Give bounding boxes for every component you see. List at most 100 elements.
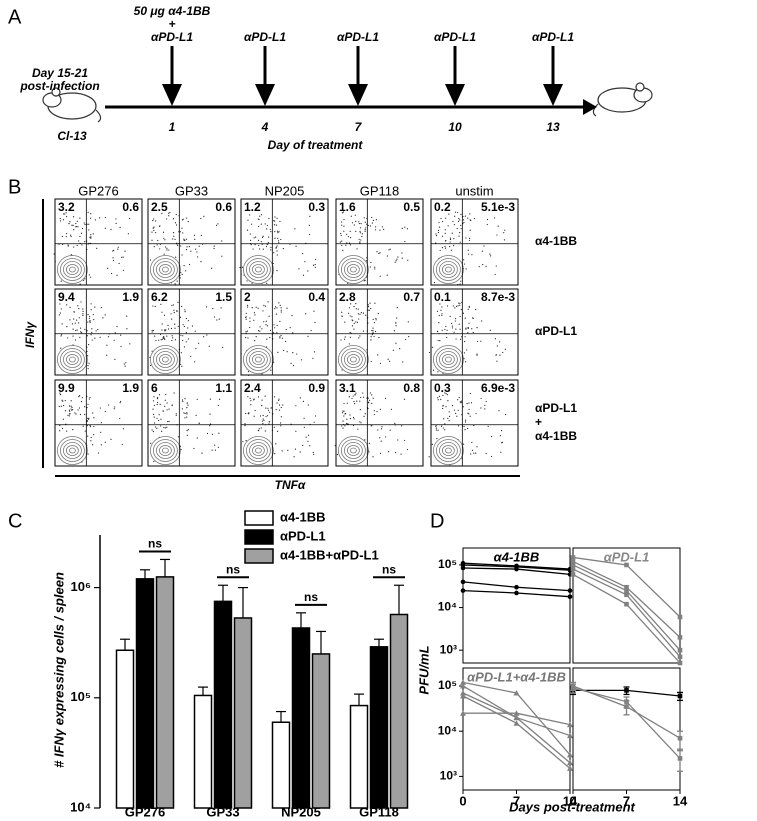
flow-dot [78, 396, 80, 398]
flow-dot [451, 404, 454, 407]
flow-dot [153, 416, 155, 418]
flow-dot [246, 330, 249, 332]
flow-dot [72, 335, 74, 337]
flow-dot [476, 340, 479, 343]
flow-dot [259, 326, 261, 328]
flow-dot [211, 449, 213, 451]
flow-dot [72, 408, 74, 411]
flow-dot [375, 226, 377, 228]
flow-dot [87, 453, 89, 455]
flow-dot [269, 329, 272, 331]
flow-dot [211, 267, 213, 269]
flow-dot [454, 215, 456, 217]
flow-dot [70, 405, 72, 407]
flow-dot [87, 365, 89, 367]
flow-dot [458, 235, 460, 237]
flow-dot [475, 308, 477, 311]
flow-dot [89, 425, 91, 427]
flow-dot [268, 217, 270, 220]
bar [389, 613, 409, 809]
quadrant-value: 2.8 [339, 290, 356, 304]
flow-dot [500, 430, 503, 432]
flow-dot [90, 436, 92, 439]
flow-dot [377, 313, 379, 315]
flow-dot [249, 317, 251, 319]
flow-dot [312, 357, 314, 359]
flow-dot [349, 244, 352, 246]
point [460, 588, 466, 593]
flow-dot [171, 339, 173, 342]
flow-dot [484, 404, 486, 406]
flow-dot [177, 244, 179, 246]
flow-dot [187, 327, 189, 329]
flow-dot [240, 273, 242, 275]
flow-dot [278, 398, 280, 400]
flow-dot [245, 316, 247, 318]
flow-dot [446, 329, 448, 331]
flow-dot [79, 283, 81, 285]
flow-dot [401, 227, 403, 229]
flow-dot [264, 395, 266, 397]
flow-dot [469, 415, 471, 417]
flow-dot [156, 403, 158, 406]
point [567, 721, 573, 728]
flow-dot [278, 242, 280, 244]
flow-dot [196, 398, 198, 400]
flow-dot [188, 246, 190, 248]
flow-dot [195, 414, 197, 416]
flow-dot [369, 266, 371, 268]
x-tick-label: 14 [563, 793, 578, 808]
flow-dot [273, 224, 276, 226]
flow-dot [396, 317, 398, 319]
flow-dot [392, 349, 394, 351]
flow-dot [404, 439, 406, 442]
flow-dot [76, 220, 78, 222]
flow-dot [380, 428, 383, 430]
flow-dot [372, 456, 374, 458]
flow-dot [444, 247, 447, 249]
flow-dot [245, 412, 247, 415]
flow-contour [251, 354, 265, 365]
point [677, 614, 683, 620]
flow-dot [447, 225, 449, 227]
flow-dot [164, 246, 167, 248]
flow-dot [379, 437, 381, 439]
flow-dot [250, 400, 252, 402]
quadrant-value: 1.6 [339, 200, 356, 214]
point [460, 693, 466, 699]
flow-y-label: IFNγ [23, 321, 37, 348]
flow-dot [363, 415, 365, 417]
flow-dot [161, 338, 164, 340]
flow-dot [381, 426, 383, 428]
flow-dot [437, 231, 440, 234]
flow-dot [273, 332, 275, 334]
flow-dot [295, 245, 297, 247]
flow-contour [66, 445, 79, 456]
flow-dot [480, 407, 482, 409]
flow-dot [359, 409, 361, 411]
flow-dot [264, 223, 266, 225]
flow-dot [69, 413, 71, 415]
flow-dot [249, 214, 251, 216]
flow-dot [435, 233, 437, 235]
flow-dot [273, 426, 275, 428]
flow-dot [466, 403, 468, 405]
flow-dot [61, 399, 63, 401]
flow-dot [279, 422, 282, 424]
flow-dot [61, 427, 64, 429]
flow-dot [185, 332, 187, 334]
quadrant-value: 2 [244, 290, 251, 304]
flow-dot [464, 419, 467, 421]
flow-dot [70, 254, 72, 256]
flow-dot [446, 305, 449, 307]
flow-dot [129, 343, 131, 345]
flow-dot [121, 256, 123, 258]
flow-dot [496, 234, 498, 236]
flow-dot [76, 319, 78, 321]
flow-dot [156, 427, 158, 429]
flow-contour [346, 354, 360, 365]
flow-dot [396, 258, 398, 260]
flow-dot [245, 331, 247, 333]
flow-dot [279, 336, 281, 338]
quadrant-value: 0.8 [403, 381, 420, 395]
